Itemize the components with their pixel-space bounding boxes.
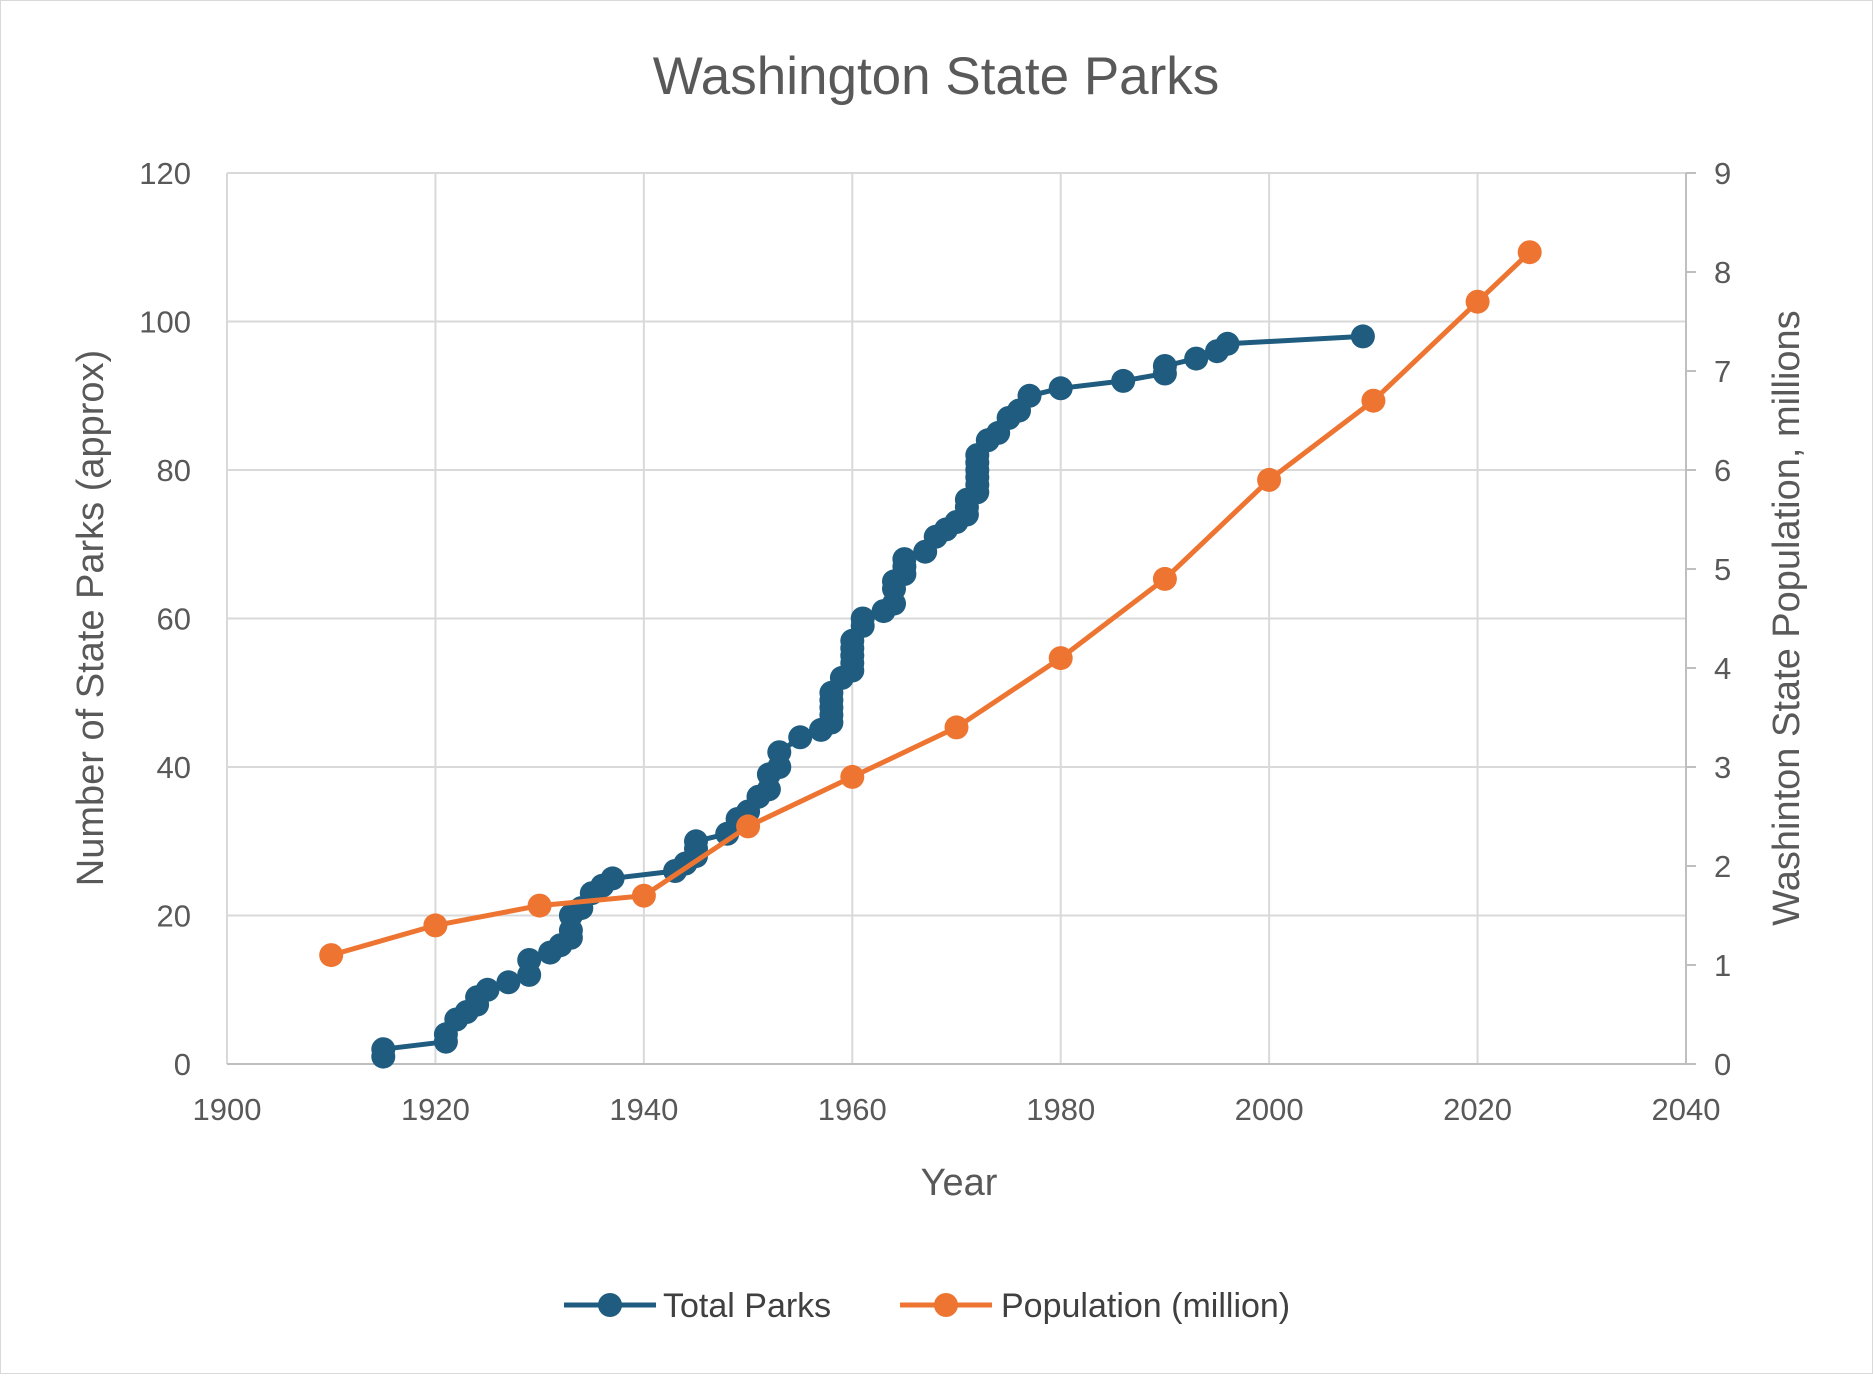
y2-tick-label: 7 xyxy=(1714,354,1731,389)
x-tick-label: 2000 xyxy=(1235,1092,1304,1127)
data-point-population xyxy=(1257,467,1282,492)
data-point-total-parks xyxy=(496,970,521,995)
legend-swatch-marker xyxy=(934,1293,958,1317)
data-point-total-parks xyxy=(371,1037,396,1062)
y-tick-label: 60 xyxy=(157,602,191,637)
series-total-parks xyxy=(371,324,1375,1069)
y2-tick-labels: 0 1 2 3 4 5 6 7 8 9 xyxy=(1714,156,1731,1082)
data-point-total-parks xyxy=(517,948,542,972)
data-point-total-parks xyxy=(1048,376,1073,401)
x-tick-label: 1900 xyxy=(193,1092,262,1127)
data-point-population xyxy=(631,883,656,908)
data-point-total-parks xyxy=(850,606,875,631)
data-point-population xyxy=(840,764,865,789)
axes xyxy=(227,172,1696,1065)
data-point-population xyxy=(1152,566,1177,591)
y2-tick-label: 2 xyxy=(1714,849,1731,884)
y2-tick-label: 1 xyxy=(1714,948,1731,983)
legend-label-total-parks: Total Parks xyxy=(663,1287,831,1325)
data-point-total-parks xyxy=(892,547,917,572)
y-tick-labels: 0 20 40 60 80 100 120 xyxy=(139,156,191,1082)
series-layer xyxy=(319,240,1542,1069)
y-tick-label: 40 xyxy=(157,750,191,785)
x-tick-label: 2040 xyxy=(1652,1092,1721,1127)
data-point-total-parks xyxy=(475,977,500,1002)
data-point-population xyxy=(1465,289,1490,314)
x-tick-label: 1940 xyxy=(609,1092,678,1127)
y2-tick-label: 3 xyxy=(1714,750,1731,785)
chart-title: Washington State Parks xyxy=(653,47,1220,106)
x-tick-label: 1920 xyxy=(401,1092,470,1127)
y-axis-title: Number of State Parks (approx) xyxy=(70,350,112,886)
data-point-total-parks xyxy=(1152,354,1177,378)
x-tick-labels: 1900 1920 1940 1960 1980 2000 2020 2040 xyxy=(193,1092,1721,1127)
y2-tick-label: 4 xyxy=(1714,651,1731,686)
legend: Total Parks Population (million) xyxy=(564,1287,1290,1325)
data-point-total-parks xyxy=(684,829,708,854)
y2-axis-title: Washinton State Population, millions xyxy=(1766,310,1808,925)
data-point-population xyxy=(944,715,969,740)
y2-tick-label: 0 xyxy=(1714,1047,1731,1082)
y-tick-label: 20 xyxy=(157,899,191,934)
data-point-total-parks xyxy=(600,866,625,891)
data-point-total-parks xyxy=(1111,368,1136,393)
data-point-total-parks xyxy=(1184,346,1209,371)
y2-tick-label: 8 xyxy=(1714,255,1731,290)
legend-item-total-parks[interactable]: Total Parks xyxy=(564,1287,831,1325)
legend-item-population[interactable]: Population (million) xyxy=(900,1287,1290,1325)
y-tick-label: 100 xyxy=(139,305,191,340)
data-point-population xyxy=(1361,388,1386,413)
x-tick-label: 2020 xyxy=(1443,1092,1512,1127)
y2-tick-label: 9 xyxy=(1714,156,1731,191)
data-point-population xyxy=(1517,240,1542,265)
data-point-population xyxy=(1048,646,1073,671)
data-point-total-parks xyxy=(1017,383,1042,408)
legend-swatch-marker xyxy=(598,1293,622,1317)
gridlines xyxy=(226,172,1687,1065)
data-point-total-parks xyxy=(767,740,792,765)
data-point-population xyxy=(736,814,761,839)
y-tick-label: 80 xyxy=(157,453,191,488)
data-point-population xyxy=(423,913,448,938)
x-tick-label: 1980 xyxy=(1026,1092,1095,1127)
y2-tick-label: 5 xyxy=(1714,552,1731,587)
data-point-total-parks xyxy=(1215,331,1240,356)
y2-tick-label: 6 xyxy=(1714,453,1731,488)
x-tick-label: 1960 xyxy=(818,1092,887,1127)
y-tick-label: 120 xyxy=(139,156,191,191)
series-population xyxy=(319,240,1542,968)
data-point-population xyxy=(319,943,344,968)
data-point-total-parks xyxy=(788,725,813,750)
series-line-population xyxy=(330,250,1532,958)
legend-label-population: Population (million) xyxy=(1001,1287,1290,1325)
data-point-population xyxy=(527,893,552,918)
y-tick-label: 0 xyxy=(174,1047,191,1082)
x-axis-title: Year xyxy=(921,1162,998,1204)
data-point-total-parks xyxy=(1350,324,1375,349)
